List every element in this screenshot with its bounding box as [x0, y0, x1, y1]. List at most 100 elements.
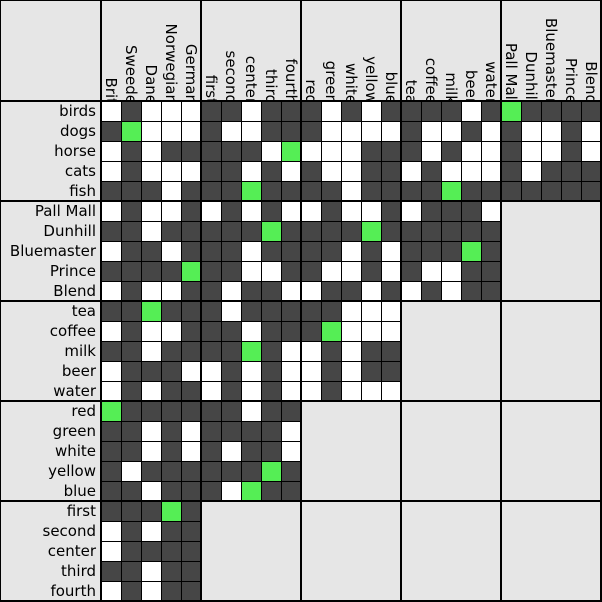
grid-cell[interactable] [101, 181, 121, 201]
grid-cell[interactable] [581, 121, 601, 141]
grid-cell[interactable] [541, 181, 561, 201]
grid-cell[interactable] [221, 481, 241, 501]
grid-cell[interactable] [461, 241, 481, 261]
grid-cell[interactable] [101, 121, 121, 141]
grid-cell[interactable] [441, 201, 461, 221]
grid-cell[interactable] [341, 181, 361, 201]
grid-cell[interactable] [541, 161, 561, 181]
grid-cell[interactable] [141, 241, 161, 261]
grid-cell[interactable] [241, 441, 261, 461]
grid-cell[interactable] [301, 141, 321, 161]
grid-cell[interactable] [121, 581, 141, 601]
grid-cell[interactable] [141, 421, 161, 441]
grid-cell[interactable] [481, 281, 501, 301]
grid-cell[interactable] [301, 261, 321, 281]
grid-cell[interactable] [521, 101, 541, 121]
grid-cell[interactable] [321, 201, 341, 221]
grid-cell[interactable] [441, 161, 461, 181]
grid-cell[interactable] [141, 461, 161, 481]
grid-cell[interactable] [121, 121, 141, 141]
grid-cell[interactable] [301, 341, 321, 361]
grid-cell[interactable] [241, 401, 261, 421]
grid-cell[interactable] [181, 361, 201, 381]
grid-cell[interactable] [161, 261, 181, 281]
grid-cell[interactable] [281, 101, 301, 121]
grid-cell[interactable] [101, 481, 121, 501]
grid-cell[interactable] [121, 501, 141, 521]
grid-cell[interactable] [301, 361, 321, 381]
grid-cell[interactable] [301, 301, 321, 321]
grid-cell[interactable] [181, 521, 201, 541]
grid-cell[interactable] [321, 361, 341, 381]
grid-cell[interactable] [121, 221, 141, 241]
grid-cell[interactable] [161, 401, 181, 421]
grid-cell[interactable] [341, 281, 361, 301]
grid-cell[interactable] [141, 181, 161, 201]
grid-cell[interactable] [261, 361, 281, 381]
grid-cell[interactable] [481, 241, 501, 261]
grid-cell[interactable] [121, 541, 141, 561]
grid-cell[interactable] [141, 141, 161, 161]
grid-cell[interactable] [461, 281, 481, 301]
grid-cell[interactable] [101, 541, 121, 561]
grid-cell[interactable] [201, 441, 221, 461]
grid-cell[interactable] [181, 421, 201, 441]
grid-cell[interactable] [101, 161, 121, 181]
grid-cell[interactable] [261, 281, 281, 301]
grid-cell[interactable] [561, 141, 581, 161]
grid-cell[interactable] [161, 121, 181, 141]
grid-cell[interactable] [121, 321, 141, 341]
grid-cell[interactable] [321, 301, 341, 321]
grid-cell[interactable] [101, 461, 121, 481]
grid-cell[interactable] [241, 221, 261, 241]
grid-cell[interactable] [101, 261, 121, 281]
grid-cell[interactable] [501, 181, 521, 201]
grid-cell[interactable] [361, 301, 381, 321]
grid-cell[interactable] [221, 181, 241, 201]
grid-cell[interactable] [221, 141, 241, 161]
grid-cell[interactable] [381, 381, 401, 401]
grid-cell[interactable] [441, 241, 461, 261]
grid-cell[interactable] [241, 301, 261, 321]
grid-cell[interactable] [241, 101, 261, 121]
grid-cell[interactable] [241, 161, 261, 181]
grid-cell[interactable] [181, 441, 201, 461]
grid-cell[interactable] [361, 141, 381, 161]
grid-cell[interactable] [381, 181, 401, 201]
grid-cell[interactable] [121, 521, 141, 541]
grid-cell[interactable] [201, 181, 221, 201]
grid-cell[interactable] [481, 121, 501, 141]
grid-cell[interactable] [321, 341, 341, 361]
grid-cell[interactable] [141, 161, 161, 181]
grid-cell[interactable] [181, 581, 201, 601]
grid-cell[interactable] [261, 461, 281, 481]
grid-cell[interactable] [101, 101, 121, 121]
grid-cell[interactable] [381, 201, 401, 221]
grid-cell[interactable] [281, 201, 301, 221]
grid-cell[interactable] [541, 101, 561, 121]
grid-cell[interactable] [281, 401, 301, 421]
grid-cell[interactable] [321, 281, 341, 301]
grid-cell[interactable] [501, 161, 521, 181]
grid-cell[interactable] [281, 481, 301, 501]
grid-cell[interactable] [181, 161, 201, 181]
grid-cell[interactable] [401, 101, 421, 121]
grid-cell[interactable] [181, 301, 201, 321]
grid-cell[interactable] [441, 101, 461, 121]
grid-cell[interactable] [341, 341, 361, 361]
grid-cell[interactable] [161, 161, 181, 181]
grid-cell[interactable] [281, 441, 301, 461]
grid-cell[interactable] [101, 561, 121, 581]
grid-cell[interactable] [561, 101, 581, 121]
grid-cell[interactable] [121, 201, 141, 221]
grid-cell[interactable] [361, 261, 381, 281]
grid-cell[interactable] [441, 121, 461, 141]
grid-cell[interactable] [221, 161, 241, 181]
grid-cell[interactable] [161, 361, 181, 381]
grid-cell[interactable] [261, 321, 281, 341]
grid-cell[interactable] [161, 281, 181, 301]
grid-cell[interactable] [341, 221, 361, 241]
grid-cell[interactable] [281, 461, 301, 481]
grid-cell[interactable] [161, 181, 181, 201]
grid-cell[interactable] [181, 181, 201, 201]
